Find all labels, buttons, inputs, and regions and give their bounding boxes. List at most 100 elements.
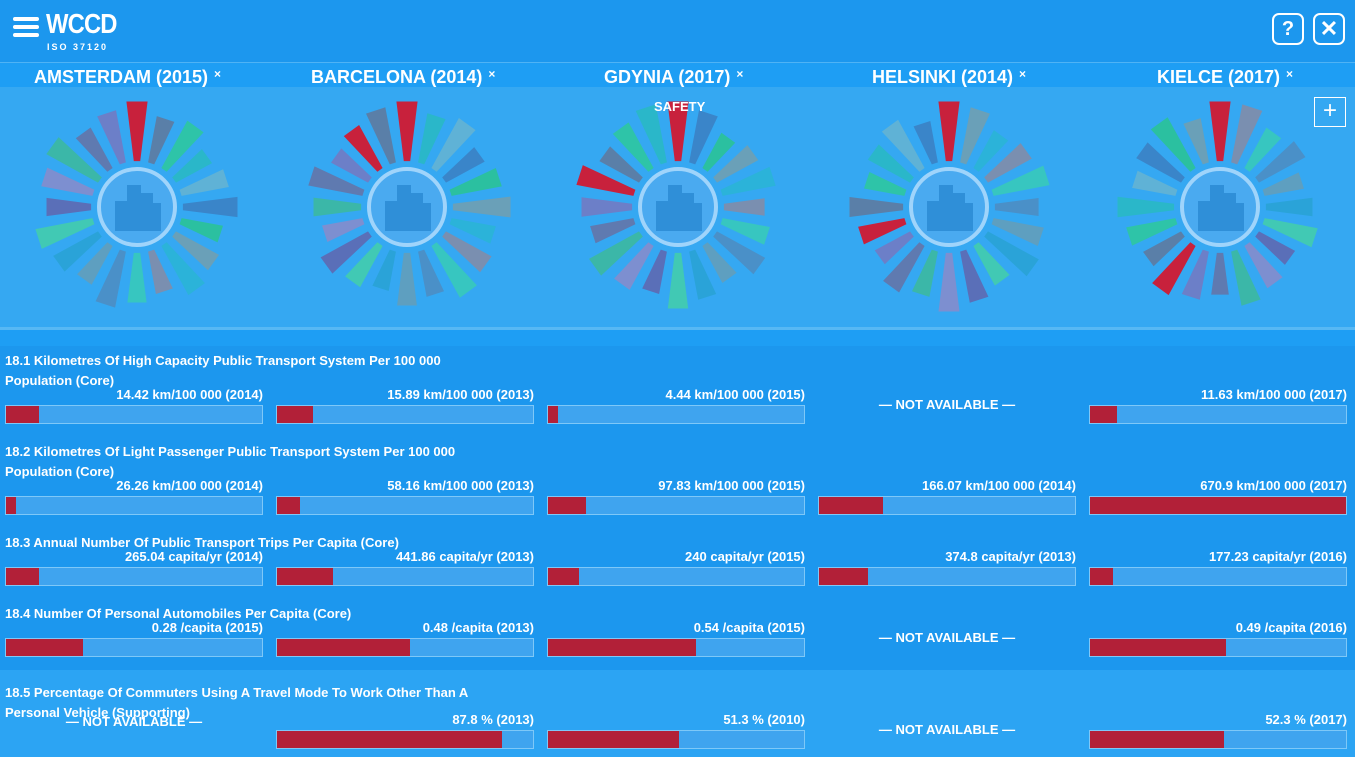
wheel-segment[interactable] [320, 231, 372, 274]
wheel-segment[interactable] [713, 145, 759, 183]
remove-city-icon[interactable]: × [1019, 67, 1027, 81]
indicator-bar[interactable] [5, 567, 263, 586]
indicator-bar[interactable] [276, 496, 534, 515]
add-city-button[interactable]: + [1314, 97, 1346, 127]
wheel-segment[interactable] [881, 119, 925, 172]
city-wheel-gdynia[interactable] [568, 87, 788, 327]
remove-city-icon[interactable]: × [1286, 67, 1294, 81]
wheel-segment[interactable] [864, 172, 907, 196]
wheel-segment[interactable] [1231, 104, 1263, 165]
indicator-bar[interactable] [547, 405, 805, 424]
wheel-segment[interactable] [172, 149, 213, 183]
wheel-segment[interactable] [449, 218, 496, 244]
indicator-bar[interactable] [1089, 567, 1347, 586]
wheel-segment[interactable] [431, 118, 476, 172]
wheel-segment[interactable] [75, 127, 113, 172]
wheel-segment[interactable] [396, 101, 418, 162]
wheel-segment[interactable] [161, 242, 205, 296]
city-wheel-helsinki[interactable] [839, 87, 1059, 327]
wheel-segment[interactable] [442, 231, 492, 273]
wheel-segment[interactable] [576, 165, 636, 196]
wheel-segment[interactable] [46, 197, 92, 217]
wheel-segment[interactable] [984, 143, 1032, 183]
wheel-segment[interactable] [614, 242, 654, 290]
indicator-bar[interactable] [5, 496, 263, 515]
wheel-segment[interactable] [912, 249, 938, 297]
wheel-segment[interactable] [938, 101, 960, 162]
wheel-segment[interactable] [343, 125, 383, 172]
wheel-segment[interactable] [984, 231, 1039, 277]
city-wheel-barcelona[interactable] [297, 87, 517, 327]
wheel-segment[interactable] [581, 197, 633, 217]
wheel-segment[interactable] [867, 144, 914, 183]
wheel-segment[interactable] [667, 252, 689, 309]
wheel-segment[interactable] [46, 137, 102, 183]
wheel-segment[interactable] [331, 148, 372, 183]
wheel-segment[interactable] [1181, 249, 1209, 300]
wheel-segment[interactable] [182, 196, 238, 218]
wheel-segment[interactable] [883, 242, 925, 293]
wheel-segment[interactable] [991, 165, 1050, 196]
remove-city-icon[interactable]: × [214, 67, 222, 81]
hamburger-menu-icon[interactable] [13, 17, 39, 37]
wheel-segment[interactable] [442, 147, 485, 183]
wheel-segment[interactable] [308, 166, 365, 196]
wheel-segment[interactable] [849, 197, 904, 217]
wheel-segment[interactable] [126, 101, 148, 162]
indicator-bar[interactable] [276, 405, 534, 424]
wheel-segment[interactable] [127, 252, 147, 303]
wheel-segment[interactable] [1143, 231, 1185, 267]
wheel-segment[interactable] [713, 231, 766, 275]
wheel-segment[interactable] [452, 196, 511, 218]
wheel-segment[interactable] [1255, 231, 1296, 265]
wheel-segment[interactable] [938, 252, 960, 312]
wheel-segment[interactable] [1211, 252, 1229, 295]
remove-city-icon[interactable]: × [488, 67, 496, 81]
indicator-bar[interactable] [276, 638, 534, 657]
indicator-bar[interactable] [1089, 730, 1347, 749]
wheel-segment[interactable] [973, 130, 1009, 172]
wheel-segment[interactable] [973, 242, 1010, 286]
wheel-segment[interactable] [1150, 117, 1196, 172]
indicator-bar[interactable] [276, 730, 534, 749]
wheel-segment[interactable] [960, 107, 990, 165]
wheel-segment[interactable] [1265, 197, 1313, 217]
indicator-bar[interactable] [5, 638, 263, 657]
wheel-segment[interactable] [322, 218, 365, 242]
close-icon[interactable]: ✕ [1313, 13, 1345, 45]
city-wheel-amsterdam[interactable] [27, 87, 247, 327]
indicator-bar[interactable] [547, 496, 805, 515]
wheel-segment[interactable] [702, 132, 736, 172]
wheel-segment[interactable] [366, 107, 396, 165]
wheel-segment[interactable] [35, 218, 95, 249]
indicator-bar[interactable] [547, 567, 805, 586]
wheel-segment[interactable] [1231, 249, 1261, 306]
wheel-segment[interactable] [431, 242, 477, 298]
wheel-segment[interactable] [635, 104, 667, 165]
wheel-segment[interactable] [991, 218, 1044, 246]
wheel-segment[interactable] [689, 249, 717, 300]
wheel-segment[interactable] [1126, 218, 1178, 246]
wheel-segment[interactable] [179, 169, 229, 196]
wheel-segment[interactable] [77, 242, 113, 285]
wheel-segment[interactable] [372, 249, 396, 291]
wheel-segment[interactable] [95, 249, 126, 308]
wheel-segment[interactable] [1255, 141, 1306, 183]
wheel-segment[interactable] [1117, 196, 1175, 218]
wheel-segment[interactable] [720, 166, 776, 196]
wheel-segment[interactable] [179, 218, 223, 243]
indicator-bar[interactable] [1089, 405, 1347, 424]
wheel-segment[interactable] [1152, 242, 1196, 296]
wheel-segment[interactable] [148, 249, 173, 294]
wheel-segment[interactable] [161, 120, 204, 172]
wheel-segment[interactable] [723, 198, 765, 216]
help-icon[interactable]: ? [1272, 13, 1304, 45]
wheel-segment[interactable] [960, 249, 989, 303]
wheel-segment[interactable] [612, 122, 654, 172]
wheel-segment[interactable] [418, 113, 446, 165]
wheel-segment[interactable] [1262, 172, 1304, 196]
wheel-segment[interactable] [720, 218, 770, 245]
wheel-segment[interactable] [589, 231, 643, 276]
wheel-segment[interactable] [667, 101, 689, 162]
wheel-segment[interactable] [418, 249, 444, 297]
